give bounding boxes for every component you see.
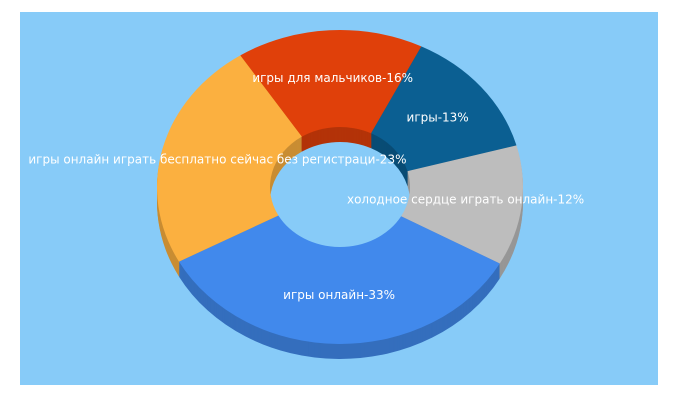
slice-label: игры-13%: [407, 110, 469, 124]
slice: [178, 215, 500, 344]
slice: [401, 145, 523, 264]
slice: [157, 55, 302, 262]
slice-label: холодное сердце играть онлайн-12%: [347, 193, 584, 207]
slice-label: игры для мальчиков-16%: [252, 71, 413, 85]
slice-label: игры онлайн играть бесплатно сейчас без …: [28, 153, 406, 167]
slice-label: игры онлайн-33%: [283, 288, 395, 302]
slice: [371, 46, 517, 172]
slice: [240, 29, 422, 137]
